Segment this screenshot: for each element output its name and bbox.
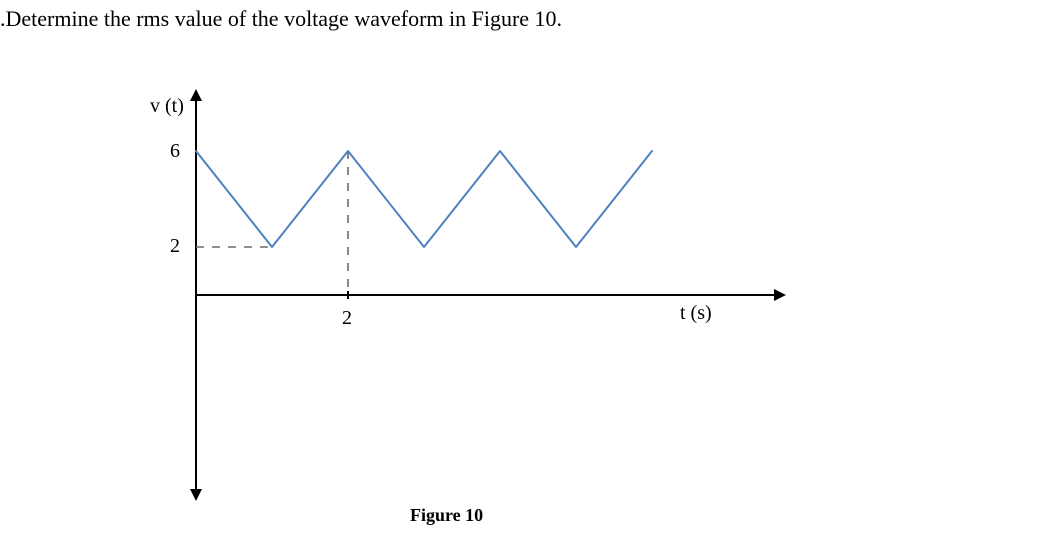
waveform	[196, 151, 652, 247]
question-text: .Determine the rms value of the voltage …	[0, 6, 562, 32]
x-axis-label: t (s)	[680, 302, 712, 325]
y-tick-6: 6	[170, 140, 180, 163]
x-tick-2: 2	[342, 307, 352, 330]
figure-caption: Figure 10	[410, 505, 483, 526]
figure-svg	[120, 95, 840, 525]
page-root: .Determine the rms value of the voltage …	[0, 0, 1048, 556]
figure-area: v (t) 6 2 2 t (s) Figure 10	[120, 95, 840, 525]
y-axis-label: v (t)	[150, 95, 184, 118]
y-tick-2: 2	[170, 235, 180, 258]
